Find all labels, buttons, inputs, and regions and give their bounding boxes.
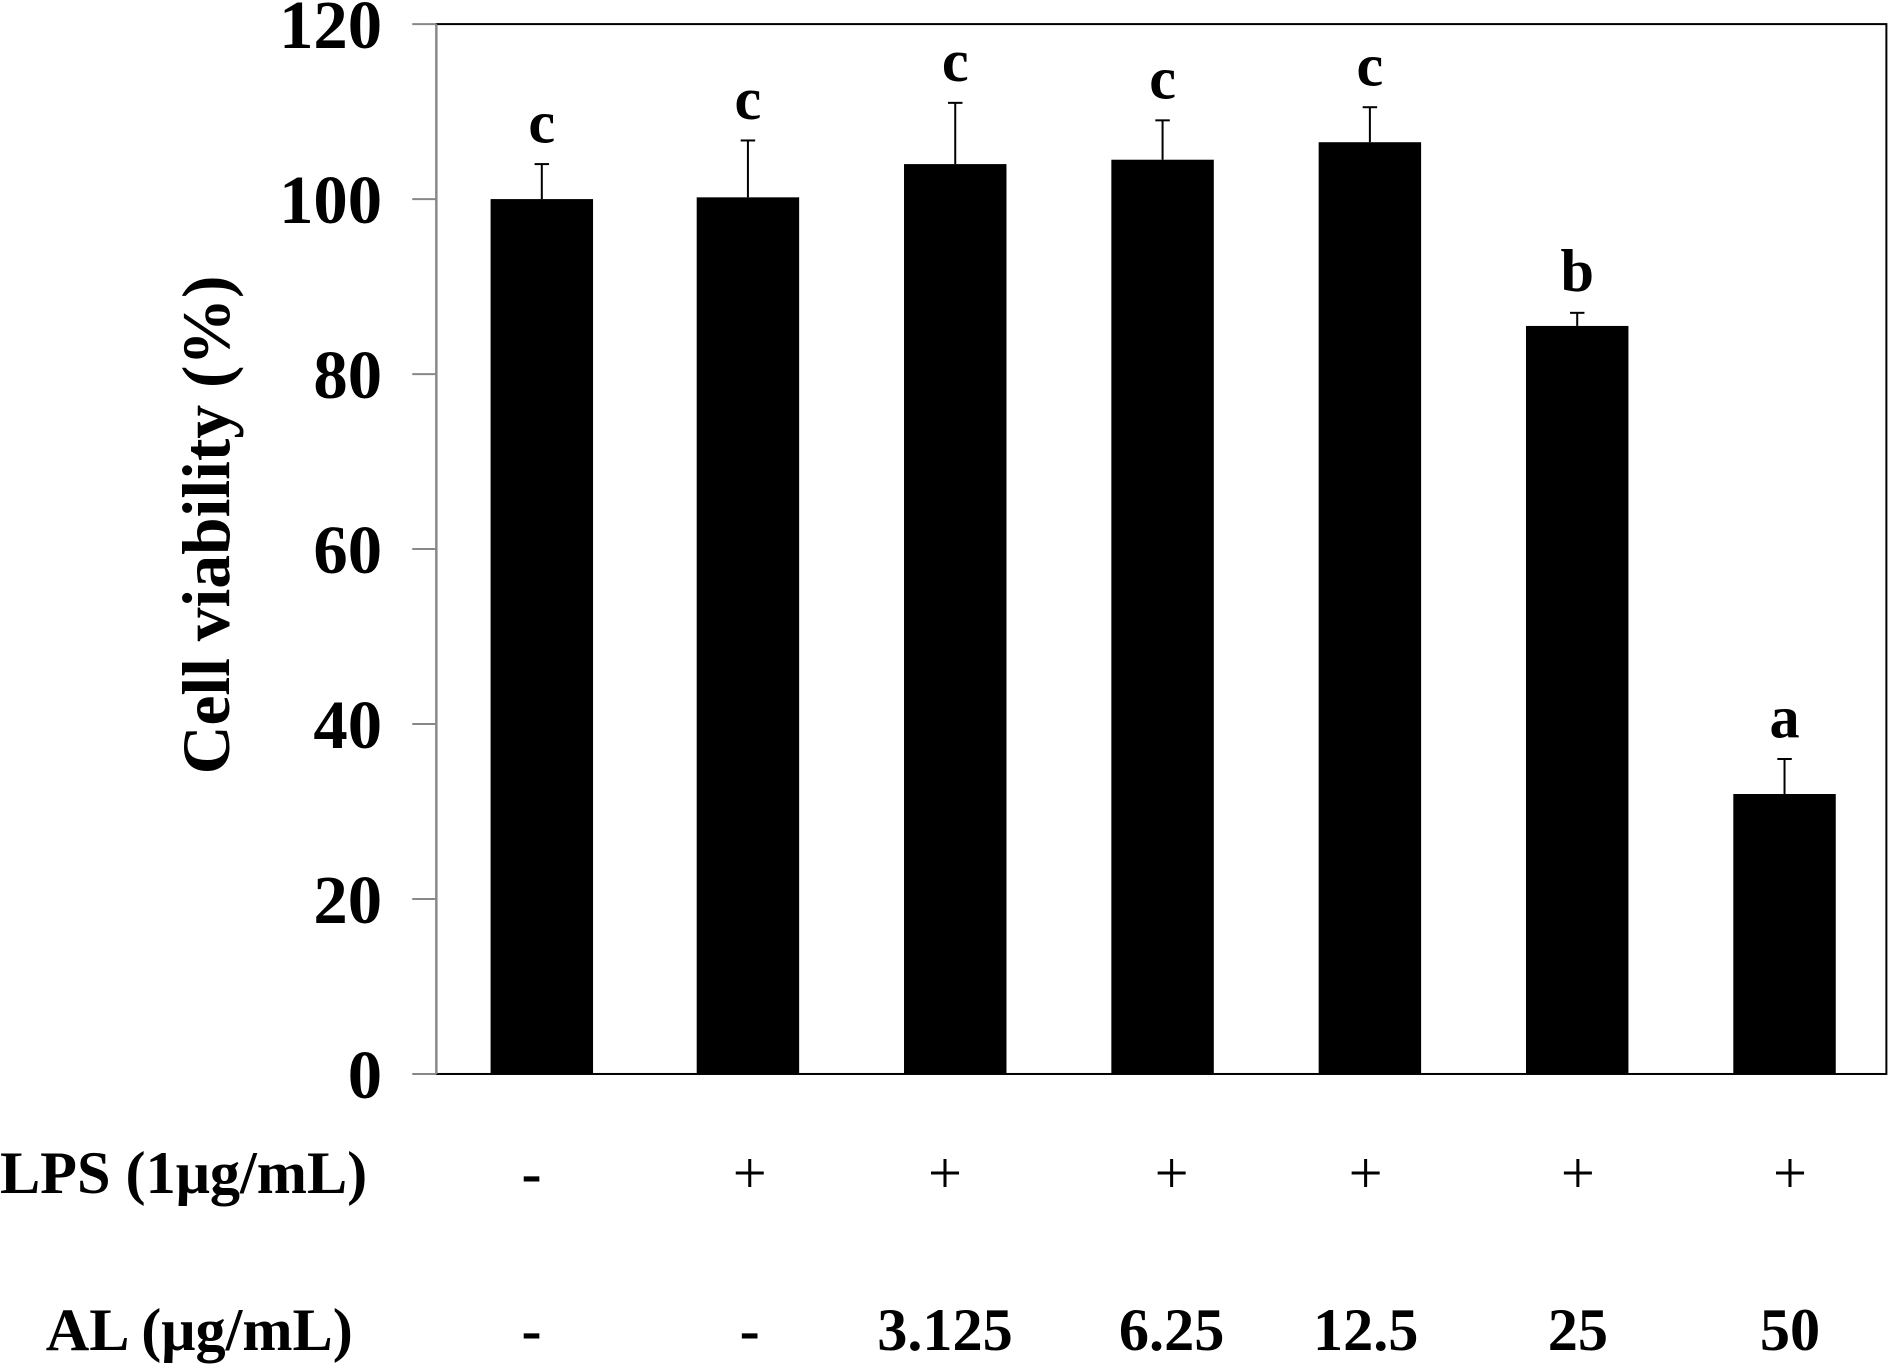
significance-letter: c — [1357, 33, 1384, 100]
treatment-cell: 25 — [1547, 1296, 1608, 1364]
bar — [1733, 794, 1836, 1074]
treatment-cell: + — [732, 1140, 767, 1208]
y-tick-label: 60 — [313, 512, 382, 588]
treatment-cell: + — [1348, 1140, 1383, 1208]
significance-letter: c — [528, 89, 555, 156]
treatment-cell: 3.125 — [877, 1296, 1013, 1364]
treatment-cell: 6.25 — [1118, 1296, 1225, 1364]
bar — [490, 199, 594, 1074]
y-axis-label: Cell viability (%) — [169, 276, 244, 775]
bar — [1525, 325, 1629, 1074]
significance-letter: c — [735, 66, 762, 133]
treatment-cell: - — [739, 1296, 760, 1364]
treatment-cell: - — [521, 1140, 542, 1208]
bar — [1318, 142, 1422, 1074]
treatment-cell: 50 — [1759, 1296, 1821, 1364]
significance-letter: c — [942, 28, 969, 95]
y-tick-label: 100 — [279, 162, 382, 238]
treatment-cell: - — [521, 1296, 542, 1364]
y-tick-label: 40 — [313, 687, 382, 763]
y-tick-label: 20 — [313, 862, 382, 938]
treatment-row-label: AL (μg/mL) — [45, 1296, 353, 1364]
bar — [904, 164, 1007, 1074]
significance-letter: c — [1149, 46, 1176, 113]
significance-letter: a — [1769, 684, 1799, 751]
y-tick-label: 0 — [348, 1037, 382, 1113]
treatment-cell: 12.5 — [1312, 1296, 1419, 1364]
treatment-cell: + — [1560, 1140, 1595, 1208]
y-tick-label: 80 — [313, 337, 382, 413]
bar — [696, 197, 800, 1074]
treatment-cell: + — [928, 1140, 962, 1208]
treatment-row-label: LPS (1μg/mL) — [0, 1140, 368, 1208]
treatment-cell: + — [1154, 1140, 1189, 1208]
y-tick-label: 120 — [279, 0, 382, 63]
treatment-cell: + — [1772, 1140, 1807, 1208]
significance-letter: b — [1560, 238, 1594, 305]
bar — [1111, 159, 1214, 1074]
